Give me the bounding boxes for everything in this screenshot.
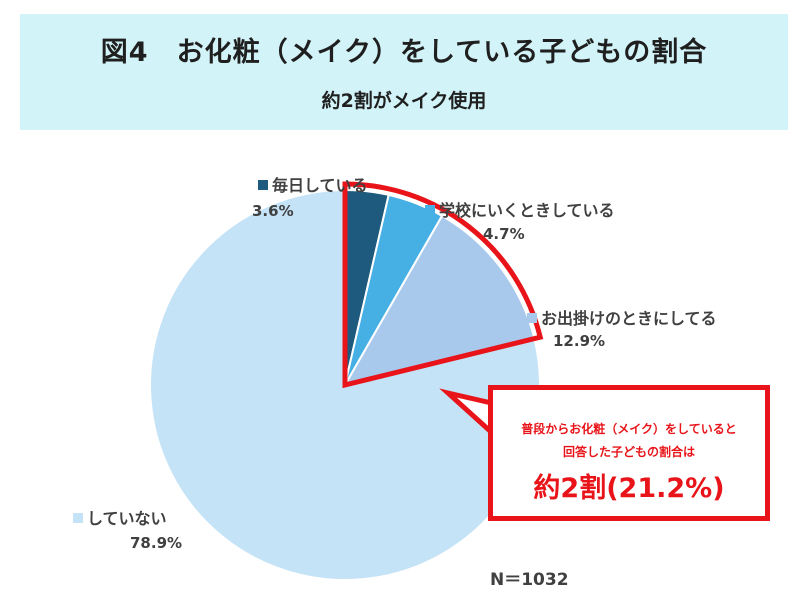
callout-box: 普段からお化粧（メイク）をしていると 回答した子どもの割合は 約2割(21.2%… (488, 385, 770, 521)
slice-value-none: 78.9% (130, 534, 183, 552)
slice-label-none: していない (87, 509, 167, 528)
legend-swatch-daily (258, 180, 268, 190)
slice-value-daily: 3.6% (252, 202, 294, 220)
slice-value-school: 4.7% (483, 225, 525, 243)
chart-subtitle: 約2割がメイク使用 (321, 90, 487, 112)
legend-swatch-none (73, 513, 83, 523)
pie-highlight-outline (342, 181, 544, 389)
slice-label-daily: 毎日している (272, 176, 368, 195)
sample-size: N＝1032 (490, 570, 569, 590)
chart-header: 図4 お化粧（メイク）をしている子どもの割合 約2割がメイク使用 (20, 14, 788, 130)
slice-label-school: 学校にいくときしている (439, 201, 615, 220)
legend-swatch-school (425, 205, 435, 215)
callout-line2: 回答した子どもの割合は (562, 445, 695, 459)
legend-label-outing: お出掛けのときにしてる (527, 305, 717, 329)
pie-slice-outing (342, 214, 536, 387)
slice-label-outing: お出掛けのときにしてる (541, 309, 717, 328)
legend-swatch-outing (527, 313, 537, 323)
slice-value-outing: 12.9% (553, 332, 606, 350)
legend-label-none: していない (73, 505, 167, 529)
legend-label-daily: 毎日している (258, 172, 368, 196)
callout-line1: 普段からお化粧（メイク）をしていると (521, 422, 737, 436)
legend-label-school: 学校にいくときしている (425, 197, 615, 221)
callout-highlight: 約2割(21.2%) (533, 473, 725, 504)
chart-title: 図4 お化粧（メイク）をしている子どもの割合 (100, 37, 708, 68)
